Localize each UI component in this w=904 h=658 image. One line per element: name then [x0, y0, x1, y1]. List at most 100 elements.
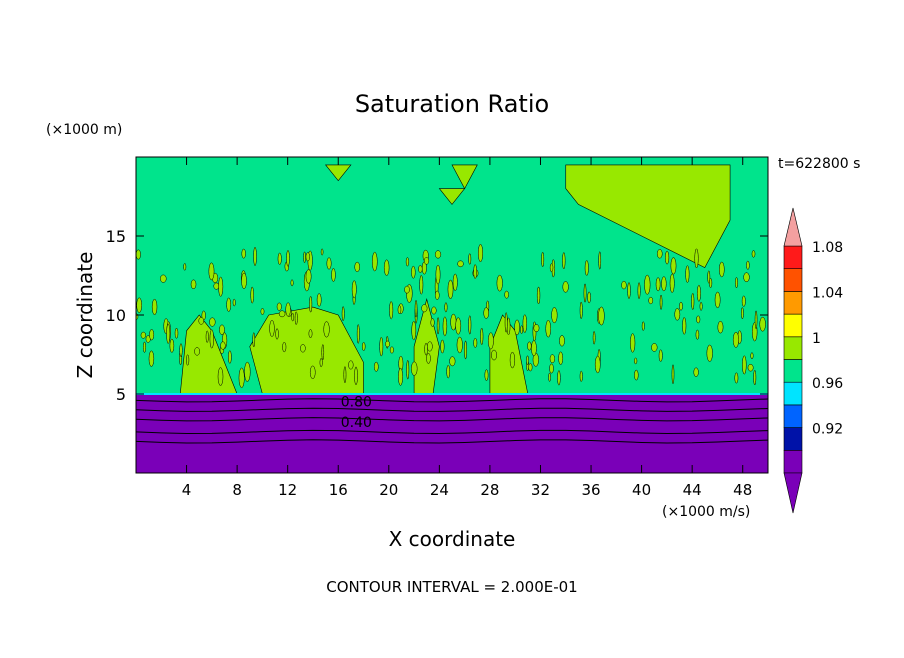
moist-cell: [440, 339, 445, 354]
moist-cell: [634, 369, 639, 381]
moist-cell: [709, 278, 713, 288]
moist-cell: [405, 257, 410, 267]
moist-cell: [285, 302, 291, 317]
moist-cell: [294, 311, 298, 325]
colorbar-label: 0.92: [812, 422, 843, 438]
moist-cell: [487, 332, 494, 350]
moist-cell: [205, 330, 209, 343]
y-tick-label: 5: [116, 385, 126, 404]
moist-cell: [434, 250, 442, 259]
moist-cell: [244, 361, 251, 382]
moist-cell: [183, 263, 187, 271]
moist-cell: [594, 355, 601, 374]
moist-cell: [536, 286, 541, 305]
moist-cell: [424, 342, 428, 356]
moist-cell: [426, 352, 431, 364]
moist-cell: [671, 364, 675, 385]
moist-cell: [655, 277, 661, 292]
colorbar-label: 1: [812, 331, 821, 347]
moist-cell: [527, 341, 532, 351]
moist-cell: [351, 280, 357, 299]
moist-cell: [551, 307, 558, 324]
moist-cell: [743, 272, 750, 283]
contour-interval-label: CONTOUR INTERVAL = 2.000E-01: [326, 578, 577, 596]
x-tick-label: 44: [683, 481, 702, 499]
moist-cell: [562, 281, 569, 293]
moist-cell: [484, 369, 489, 381]
moist-cell: [732, 331, 739, 348]
moist-region: [565, 164, 731, 268]
colorbar-high-extend: [783, 207, 803, 247]
moist-cell: [209, 329, 214, 349]
moist-cell: [548, 372, 551, 382]
y-axis: 5 10 15: [106, 227, 768, 404]
x-tick-label: 32: [531, 481, 550, 499]
moist-cell: [404, 285, 410, 294]
moist-cell: [468, 253, 472, 265]
x-tick-label: 12: [278, 481, 297, 499]
moist-cell: [148, 350, 155, 367]
moist-cell: [533, 324, 540, 333]
colorbar-swatch: [783, 245, 803, 270]
colorbar-swatch: [783, 336, 803, 360]
moist-cell: [308, 329, 313, 338]
moist-cell: [651, 343, 658, 352]
moist-cell: [583, 283, 587, 303]
moist-cell: [219, 324, 225, 335]
moist-cell: [630, 333, 636, 353]
moist-cell: [269, 320, 275, 337]
moist-cell: [436, 317, 440, 335]
moist-cell: [531, 340, 537, 357]
moist-cell: [411, 265, 416, 279]
moist-cell: [447, 279, 454, 300]
moist-cell: [275, 328, 279, 340]
moist-cell: [696, 315, 701, 324]
y-unit-label: (×1000 m): [46, 122, 122, 138]
moist-cell: [659, 294, 663, 310]
moist-cell: [149, 329, 155, 341]
moist-cell: [468, 315, 472, 335]
moist-cell: [140, 331, 146, 339]
x-tick-label: 36: [581, 481, 600, 499]
moist-cell: [477, 244, 484, 263]
moist-cell: [734, 372, 739, 384]
moist-cell: [260, 308, 265, 315]
moist-cell: [449, 356, 456, 367]
colorbar-swatch: [783, 427, 803, 451]
moist-cell: [323, 321, 330, 338]
moist-cell: [331, 268, 336, 282]
moist-region: [249, 306, 364, 395]
moist-cell: [491, 349, 497, 361]
moist-cell: [587, 291, 591, 304]
moist-cell: [276, 302, 282, 311]
moist-cell: [742, 355, 747, 375]
moist-cell: [637, 282, 641, 300]
moist-cell: [750, 352, 754, 360]
moist-cell: [644, 274, 651, 295]
moist-cell: [504, 290, 509, 299]
x-axis: 4 8 12 16 20 24 28 32 36 40 44 48: [182, 157, 752, 499]
moist-cell: [241, 248, 246, 259]
moist-cell: [319, 358, 323, 368]
moist-cell: [198, 317, 205, 325]
moist-cell: [300, 344, 306, 353]
moist-cell: [549, 363, 554, 374]
moist-cell: [250, 286, 254, 304]
moist-cell: [694, 248, 699, 269]
x-tick-label: 24: [430, 481, 449, 499]
moist-cell: [253, 246, 257, 267]
colorbar-swatch: [783, 449, 803, 474]
contour-label: 0.80: [341, 394, 372, 410]
moist-cell: [693, 367, 699, 377]
moist-cell: [598, 306, 605, 326]
moist-region: [438, 188, 466, 205]
moist-cell: [685, 265, 690, 283]
moist-cell: [735, 277, 738, 289]
moist-cell: [442, 316, 448, 337]
moist-cell: [473, 264, 477, 279]
colorbar-swatch: [783, 381, 803, 406]
colorbar-swatch: [783, 359, 803, 383]
colorbar-label: 1.08: [812, 240, 843, 256]
